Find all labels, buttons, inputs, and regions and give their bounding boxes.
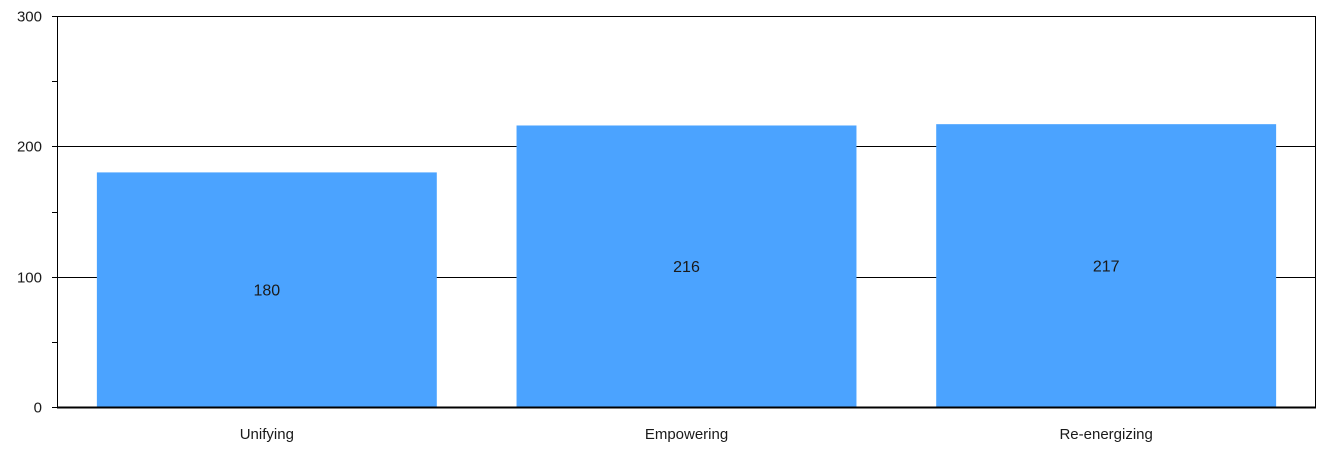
bar-re-energizing [936, 124, 1277, 407]
data-label-re-energizing: 217 [1093, 259, 1120, 276]
x-tick-label-unifying: Unifying [240, 426, 294, 443]
bar-empowering [516, 125, 857, 407]
data-label-unifying: 180 [253, 283, 280, 300]
labels-layer: 0 100 200 300 180 Unifying 216 Empowering 217 Re-… [17, 9, 1153, 444]
y-tick-label-300: 300 [17, 9, 42, 26]
y-tick-label-0: 0 [34, 400, 42, 417]
data-label-empowering: 216 [673, 259, 700, 276]
x-tick-label-re-energizing: Re-energizing [1059, 426, 1152, 443]
bars-layer [96, 124, 1277, 407]
x-tick-label-empowering: Empowering [645, 426, 728, 443]
axis-layer [52, 16, 1316, 409]
y-tick-label-100: 100 [17, 270, 42, 287]
bar-unifying [96, 172, 437, 407]
y-tick-label-200: 200 [17, 139, 42, 156]
